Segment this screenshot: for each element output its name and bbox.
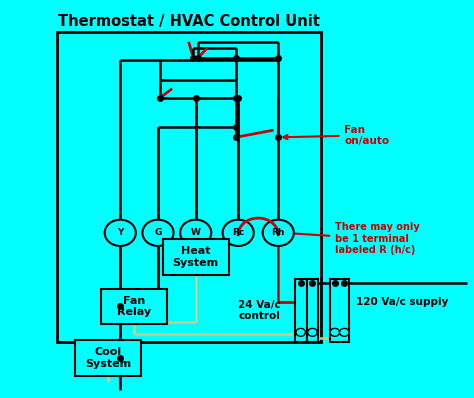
Text: Cool
System: Cool System	[85, 347, 132, 369]
Text: Fan
Relay: Fan Relay	[118, 296, 152, 317]
Circle shape	[296, 328, 305, 336]
Text: Rh: Rh	[272, 228, 285, 237]
Text: Fan
on/auto: Fan on/auto	[283, 125, 390, 146]
Text: 120 Va/c supply: 120 Va/c supply	[356, 297, 448, 308]
Text: Heat
System: Heat System	[173, 246, 219, 267]
Text: W: W	[191, 228, 201, 237]
Text: G: G	[155, 228, 162, 237]
Text: 24 Va/c
control: 24 Va/c control	[238, 300, 281, 321]
Circle shape	[223, 220, 254, 246]
FancyBboxPatch shape	[101, 289, 167, 324]
Circle shape	[180, 220, 211, 246]
Text: There may only
be 1 terminal
labeled R (h/c): There may only be 1 terminal labeled R (…	[288, 222, 419, 256]
Circle shape	[330, 328, 339, 336]
FancyBboxPatch shape	[75, 340, 141, 376]
Circle shape	[339, 328, 349, 336]
Circle shape	[263, 220, 294, 246]
Text: Rc: Rc	[232, 228, 244, 237]
Circle shape	[142, 220, 173, 246]
FancyBboxPatch shape	[295, 279, 307, 342]
FancyBboxPatch shape	[307, 279, 319, 342]
Circle shape	[308, 328, 317, 336]
Text: Y: Y	[117, 228, 123, 237]
FancyBboxPatch shape	[330, 279, 349, 342]
FancyBboxPatch shape	[163, 239, 229, 275]
Text: Thermostat / HVAC Control Unit: Thermostat / HVAC Control Unit	[58, 14, 319, 29]
Circle shape	[105, 220, 136, 246]
